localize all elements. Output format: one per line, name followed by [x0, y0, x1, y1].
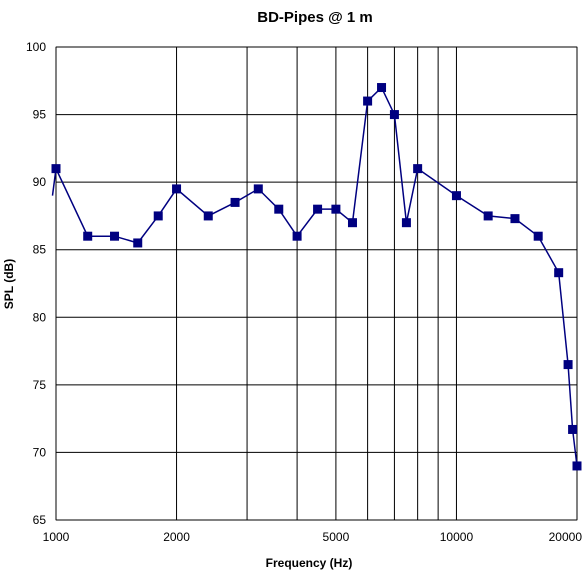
y-tick-label: 90 — [33, 175, 47, 189]
series-line — [51, 86, 578, 467]
data-point — [401, 218, 411, 228]
y-tick-label: 100 — [26, 40, 46, 54]
data-point — [377, 83, 387, 93]
data-point — [133, 238, 143, 248]
gridlines — [55, 46, 578, 521]
y-tick-label: 95 — [33, 108, 47, 122]
data-point — [292, 231, 302, 241]
tick-labels: 65 70 75 80 85 90 95 100 1000 2000 5000 10000 20000 — [26, 40, 582, 544]
x-tick-label: 20000 — [549, 530, 583, 544]
y-tick-label: 70 — [33, 445, 47, 459]
data-point — [331, 204, 341, 214]
y-tick-label: 85 — [33, 243, 47, 257]
data-point — [313, 204, 323, 214]
data-point — [533, 231, 543, 241]
data-point — [51, 164, 61, 174]
x-tick-label: 10000 — [440, 530, 474, 544]
data-point — [230, 197, 240, 207]
x-axis-label: Frequency (Hz) — [266, 556, 353, 570]
data-point — [554, 268, 564, 278]
x-tick-label: 1000 — [43, 530, 70, 544]
data-point — [110, 231, 120, 241]
y-tick-label: 80 — [33, 310, 47, 324]
data-point — [483, 211, 493, 221]
data-point — [572, 461, 582, 471]
data-point — [510, 214, 520, 224]
plot-area — [55, 46, 578, 521]
data-point — [389, 110, 399, 120]
y-tick-label: 75 — [33, 378, 47, 392]
y-axis-label: SPL (dB) — [2, 259, 16, 309]
data-point — [153, 211, 163, 221]
data-point — [363, 96, 373, 106]
data-point — [83, 231, 93, 241]
y-tick-label: 65 — [33, 513, 47, 527]
data-point — [347, 218, 357, 228]
data-point — [172, 184, 182, 194]
chart-title: BD-Pipes @ 1 m — [257, 9, 373, 26]
data-point — [253, 184, 263, 194]
x-tick-label: 2000 — [163, 530, 190, 544]
data-point — [451, 191, 461, 201]
data-point — [563, 360, 573, 370]
series-markers — [51, 83, 582, 471]
data-point — [568, 424, 578, 434]
data-point — [203, 211, 213, 221]
x-tick-label: 5000 — [323, 530, 350, 544]
data-point — [274, 204, 284, 214]
data-point — [413, 164, 423, 174]
